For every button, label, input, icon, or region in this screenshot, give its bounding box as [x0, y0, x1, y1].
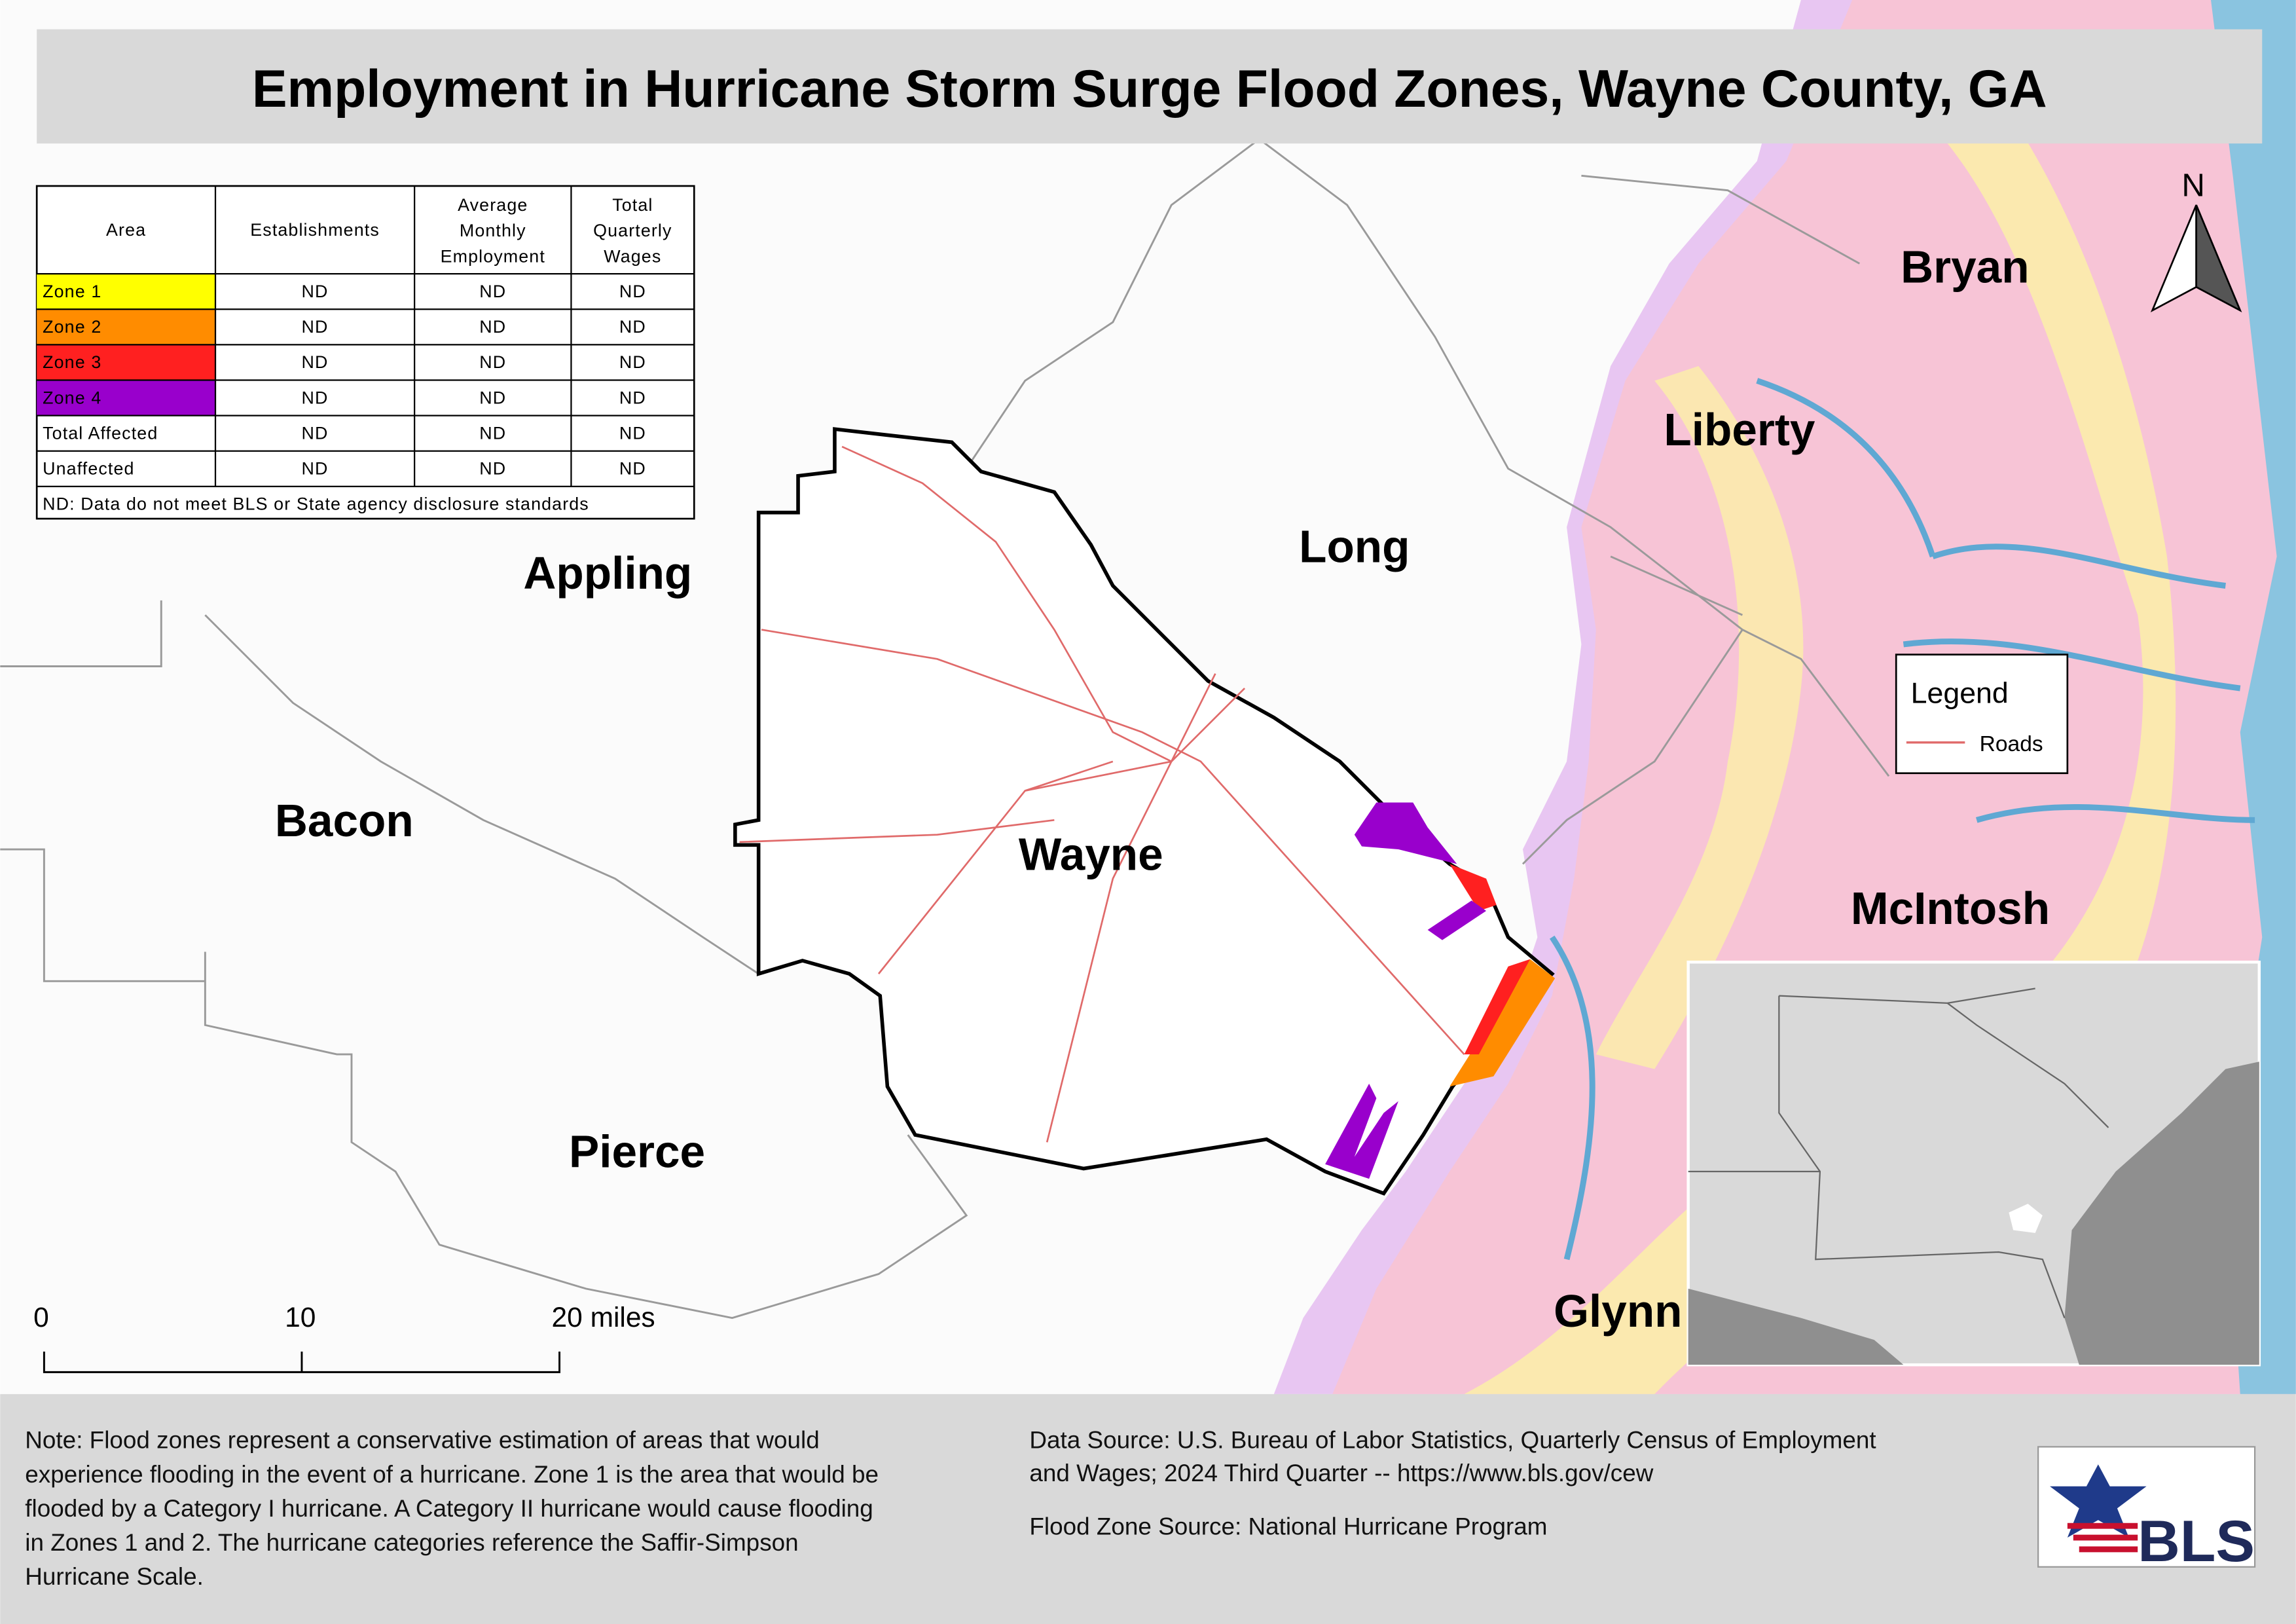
flood-zone-source: Flood Zone Source: National Hurricane Pr… — [1029, 1513, 1547, 1540]
note-line: Hurricane Scale. — [25, 1563, 204, 1590]
table-cell: ND — [302, 317, 329, 337]
scale-bar — [43, 1352, 560, 1373]
title-box — [37, 29, 2263, 144]
river — [1549, 378, 2255, 1261]
table-header: Quarterly — [593, 221, 672, 240]
row-label: Total Affected — [43, 423, 158, 443]
logo-text: BLS — [2138, 1508, 2255, 1574]
road — [739, 445, 1465, 1143]
inset-ocean — [2064, 1061, 2259, 1365]
north-arrow — [2195, 204, 2242, 313]
scale-label: 20 miles — [552, 1302, 655, 1333]
county-boundary — [0, 138, 1890, 1320]
county-label: Long — [1299, 521, 1410, 572]
data-table: Area Establishments Average Monthly Employme… — [35, 185, 695, 520]
inset-map — [1686, 960, 2261, 1367]
table-cell: ND — [619, 423, 646, 443]
zone-2-area — [1449, 959, 1556, 1087]
row-label: Zone 1 — [43, 282, 101, 301]
county-label: Bryan — [1901, 242, 2029, 293]
table-cell: ND — [479, 388, 506, 407]
north-label: N — [2181, 168, 2205, 204]
table-cell: ND — [302, 282, 329, 301]
note-line: experience flooding in the event of a hu… — [25, 1461, 879, 1488]
wayne-county-outline — [733, 427, 1555, 1196]
zone-4-area — [1427, 900, 1487, 940]
table-header: Total — [612, 195, 653, 215]
table-cell: ND — [619, 459, 646, 479]
table-cell: ND — [479, 282, 506, 301]
table-cell: ND — [479, 352, 506, 372]
logo-stripes — [2067, 1522, 2138, 1553]
table-cell: ND — [619, 317, 646, 337]
zone-4-area — [1325, 1083, 1398, 1179]
table-cell: ND — [302, 423, 329, 443]
data-source-line: Data Source: U.S. Bureau of Labor Statis… — [1029, 1427, 1876, 1454]
footer-panel — [0, 1393, 2296, 1624]
county-label: Bacon — [275, 795, 414, 846]
map-title: Employment in Hurricane Storm Surge Floo… — [252, 60, 2047, 119]
note-line: Note: Flood zones represent a conservati… — [25, 1427, 819, 1454]
inset-ocean — [1688, 1288, 1904, 1365]
table-header: Area — [106, 220, 146, 240]
zone-swatch — [37, 344, 216, 380]
table-header: Wages — [604, 246, 661, 266]
table-cell: ND — [302, 388, 329, 407]
note-line: flooded by a Category I hurricane. A Cat… — [25, 1495, 873, 1522]
county-label: Pierce — [569, 1126, 705, 1177]
table-header: Employment — [441, 246, 545, 266]
row-label: Zone 3 — [43, 352, 101, 372]
zone-swatch — [37, 380, 216, 416]
table-cell: ND — [619, 388, 646, 407]
zone-4-area — [1354, 802, 1457, 864]
logo-star — [2050, 1464, 2147, 1538]
logo-box — [2037, 1446, 2256, 1568]
inset-wayne — [2009, 1204, 2043, 1233]
table-cell: ND — [302, 459, 329, 479]
county-label: Wayne — [1019, 828, 1163, 879]
flood-zone-shading — [1595, 366, 1804, 1069]
county-label: McIntosh — [1851, 883, 2050, 934]
table-cell: ND — [619, 352, 646, 372]
table-cell: ND — [302, 352, 329, 372]
zone-swatch — [37, 274, 216, 310]
note-line: in Zones 1 and 2. The hurricane categori… — [25, 1529, 798, 1556]
legend-box — [1895, 654, 2069, 775]
table-header: Average — [458, 195, 528, 215]
table-cell: ND — [479, 423, 506, 443]
zone-3-area — [1449, 864, 1497, 911]
legend-title: Legend — [1911, 677, 2009, 709]
row-label: Zone 2 — [43, 317, 101, 337]
table-cell: ND — [619, 282, 646, 301]
data-source-line: and Wages; 2024 Third Quarter -- https:/… — [1029, 1460, 1653, 1486]
note-text: Note: Flood zones represent a conservati… — [25, 1427, 1876, 1590]
water — [2211, 0, 2296, 1394]
scale-label: 0 — [33, 1302, 49, 1333]
scale-label: 10 — [285, 1302, 316, 1333]
table-header: Establishments — [250, 220, 380, 240]
county-label: Appling — [523, 547, 692, 599]
table-cell: ND — [479, 317, 506, 337]
zone-swatch — [37, 309, 216, 345]
zone-3-area — [1464, 959, 1531, 1055]
row-label: Zone 4 — [43, 388, 101, 407]
table-cell: ND — [479, 459, 506, 479]
table-header: Monthly — [460, 221, 526, 240]
row-label: Unaffected — [43, 459, 134, 479]
table-footnote: ND: Data do not meet BLS or State agency… — [43, 494, 589, 514]
county-label: Liberty — [1664, 404, 1815, 455]
county-label: Glynn — [1554, 1285, 1682, 1337]
inset-boundary — [1688, 987, 2109, 1319]
legend-item: Roads — [1980, 732, 2043, 756]
